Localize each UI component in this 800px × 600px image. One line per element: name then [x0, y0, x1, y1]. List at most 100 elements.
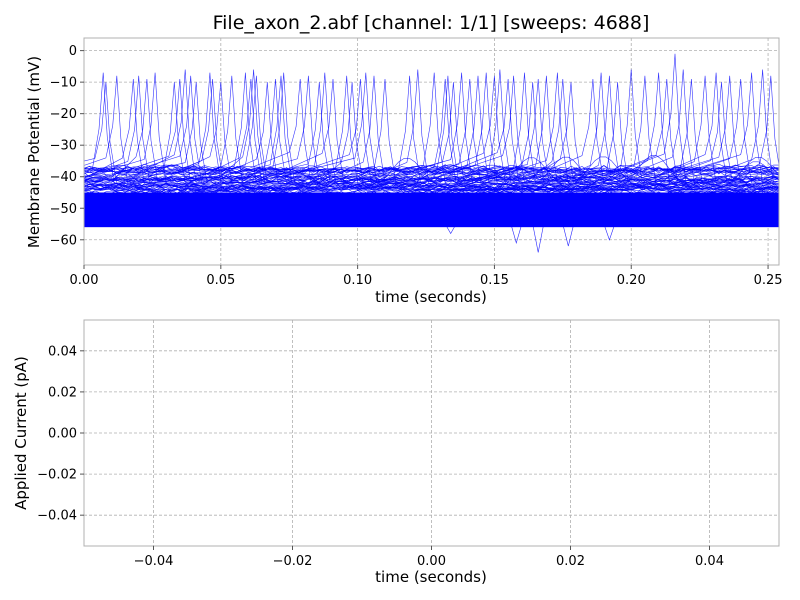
top-plot-frame: [83, 37, 780, 266]
top-x-ticks: 0.00 0.05 0.10 0.15 0.20 0.25: [70, 265, 783, 288]
downward-deflection-trace: [532, 223, 544, 253]
top-x-tick-label: 0.05: [206, 273, 235, 288]
bottom-gridlines: [84, 320, 779, 546]
top-x-tick-label: 0.25: [754, 273, 783, 288]
spike-trace: [358, 72, 490, 186]
top-y-tick-label: 0: [69, 44, 77, 59]
spike-trace: [551, 72, 656, 190]
downward-deflection-trace: [444, 223, 457, 235]
spike-trace: [362, 69, 473, 188]
top-y-tick-label: −20: [50, 107, 77, 122]
spike-trace: [573, 75, 700, 188]
spike-trace: [84, 75, 194, 190]
spike-trace: [238, 78, 331, 191]
spike-trace: [281, 78, 416, 185]
spike-trace: [84, 82, 161, 184]
spike-trace: [365, 78, 500, 193]
spike-trace: [214, 72, 339, 192]
bottom-panel: −0.04 −0.02 0.00 0.02 0.04 0.04 0.02 0.00 −0.02…: [12, 319, 780, 586]
spike-trace: [245, 82, 375, 185]
spike-trace: [649, 82, 777, 190]
spike-trace: [184, 75, 287, 193]
spike-trace: [594, 69, 687, 189]
bottom-x-tick-label: −0.02: [273, 554, 313, 569]
spike-trace: [356, 75, 465, 192]
spike-trace: [430, 75, 550, 184]
bottom-y-tick-label: 0.04: [48, 344, 77, 359]
spike-trace: [411, 75, 503, 192]
spike-trace: [436, 78, 563, 184]
traces-group: [84, 53, 779, 253]
top-plot-area: [84, 38, 779, 265]
top-y-tick-label: −30: [50, 139, 77, 154]
downward-deflection-trace: [603, 223, 616, 241]
top-x-tick-label: 0.10: [343, 273, 372, 288]
spike-trace: [410, 72, 541, 192]
spike-trace: [616, 69, 739, 186]
subthreshold-trace: [462, 157, 595, 190]
spike-trace: [647, 72, 771, 187]
spike-trace: [560, 75, 665, 192]
spike-trace: [217, 69, 309, 185]
spike-trace: [234, 78, 355, 184]
baseline-trace: [84, 167, 779, 177]
spike-trace: [431, 75, 569, 187]
spike-trace: [728, 75, 779, 185]
baseline-trace: [84, 174, 779, 184]
membrane-potential-traces: [84, 53, 779, 253]
top-x-tick-label: 0.00: [70, 273, 99, 288]
chart-title: File_axon_2.abf [channel: 1/1] [sweeps: …: [213, 12, 650, 34]
top-x-tick-label: 0.15: [480, 273, 509, 288]
spike-trace: [84, 72, 210, 185]
subthreshold-trace: [690, 157, 779, 190]
downward-deflection-trace: [510, 223, 523, 244]
bottom-y-ticks: 0.04 0.02 0.00 −0.02 −0.04: [37, 344, 84, 524]
subthreshold-trace: [338, 158, 470, 190]
spike-trace: [651, 75, 779, 185]
spike-trace: [246, 72, 380, 190]
spike-trace: [171, 72, 301, 190]
bottom-x-tick-label: 0.04: [695, 554, 724, 569]
spike-trace: [116, 75, 246, 184]
spike-trace: [170, 82, 276, 184]
subthreshold-trace: [99, 164, 231, 190]
spike-trace: [410, 75, 533, 188]
spike-trace: [127, 82, 251, 184]
top-y-tick-label: −60: [50, 233, 77, 248]
bottom-x-tick-label: 0.00: [417, 554, 446, 569]
spike-trace: [341, 78, 440, 192]
spike-trace: [469, 72, 580, 191]
bottom-x-tick-label: −0.04: [134, 554, 174, 569]
spike-trace: [84, 75, 172, 184]
top-x-axis-label: time (seconds): [375, 288, 487, 306]
bottom-y-axis-label: Applied Current (pA): [12, 356, 30, 510]
spike-trace: [544, 82, 673, 193]
spike-trace: [202, 82, 323, 190]
spike-trace: [670, 72, 779, 184]
top-y-axis-label: Membrane Potential (mV): [25, 56, 43, 248]
top-y-tick-label: −50: [50, 202, 77, 217]
spike-trace: [133, 69, 241, 184]
spike-trace: [659, 75, 760, 184]
subthreshold-trace: [440, 171, 573, 190]
spike-trace: [274, 78, 388, 184]
baseline-trace: [84, 185, 779, 194]
bottom-x-tick-label: 0.02: [556, 554, 585, 569]
spike-trace: [231, 75, 364, 185]
subthreshold-trace: [287, 173, 420, 190]
spike-trace: [657, 78, 747, 192]
top-panel: 0.00 0.05 0.10 0.15 0.20 0.25 0 −10 −20 −30 −40 −5…: [25, 37, 783, 306]
top-x-tick-label: 0.20: [617, 273, 646, 288]
spike-trace: [528, 78, 618, 188]
spike-trace: [212, 75, 336, 185]
top-y-tick-label: −10: [50, 76, 77, 91]
top-y-ticks: 0 −10 −20 −30 −40 −50 −60: [50, 44, 84, 248]
bottom-y-tick-label: −0.02: [37, 468, 77, 483]
spike-trace: [128, 82, 230, 191]
bottom-y-tick-label: 0.00: [48, 427, 77, 442]
subthreshold-trace: [534, 156, 667, 190]
subthreshold-trace: [585, 155, 717, 190]
downward-deflection-trace: [562, 223, 575, 247]
spike-trace: [684, 78, 779, 184]
